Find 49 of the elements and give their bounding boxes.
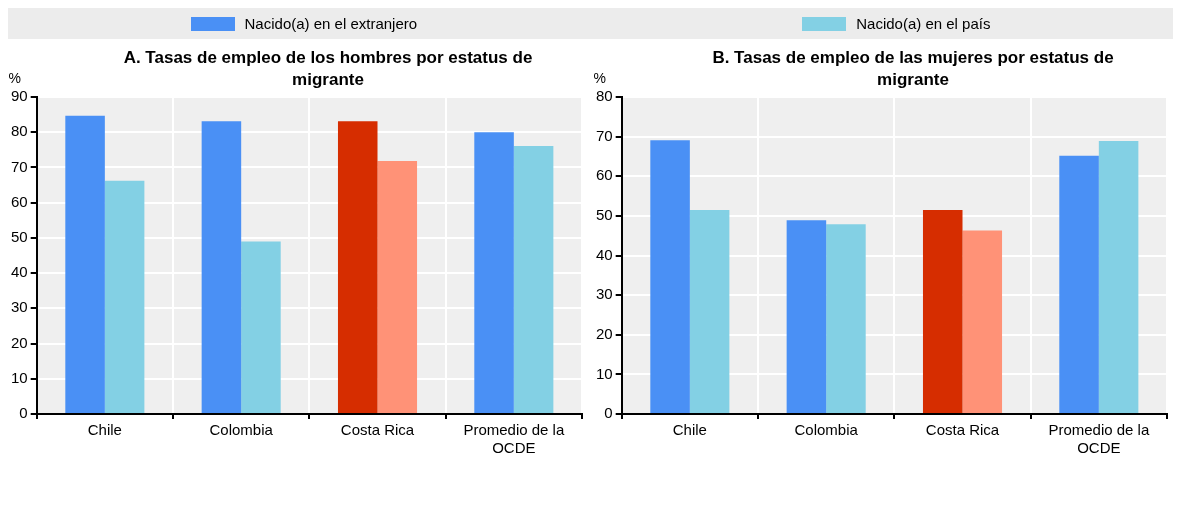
y-tick-label: 50 — [596, 206, 613, 224]
y-tick-label: 90 — [11, 87, 28, 105]
legend-label: Nacido(a) en el país — [856, 15, 991, 32]
y-tick-label: 0 — [604, 404, 613, 422]
bar — [922, 209, 963, 413]
y-axis-title: % — [593, 70, 606, 86]
x-tick-label: Colombia — [209, 421, 274, 439]
bar — [377, 161, 418, 413]
y-tick-label: 80 — [11, 122, 28, 140]
bar — [513, 145, 554, 413]
x-tick-label: Promedio de la OCDE — [1048, 421, 1150, 457]
bar — [826, 224, 866, 413]
chart-title: A. Tasas de empleo de los hombres por estatus de migrante — [122, 47, 534, 91]
bar — [65, 115, 105, 413]
y-tick-label: 10 — [596, 364, 613, 382]
bar — [337, 121, 378, 413]
x-tick-label: Promedio de la OCDE — [463, 421, 565, 457]
y-axis-title: % — [8, 70, 21, 86]
legend-label: Nacido(a) en el extranjero — [244, 15, 418, 32]
y-tick-label: 50 — [11, 228, 28, 246]
y-tick-label: 60 — [11, 192, 28, 210]
x-tick-label: Costa Rica — [925, 421, 1000, 439]
x-tick-label: Costa Rica — [340, 421, 415, 439]
y-tick-label: 0 — [19, 404, 28, 422]
bar — [201, 121, 242, 413]
bar — [650, 140, 690, 413]
y-tick-label: 10 — [11, 368, 28, 386]
y-tick-label: 40 — [11, 263, 28, 281]
y-tick-label: 80 — [596, 87, 613, 105]
y-tick-label: 60 — [596, 166, 613, 184]
bar — [104, 180, 145, 413]
bar — [962, 230, 1003, 413]
chart-title: B. Tasas de empleo de las mujeres por estatus de migrante — [711, 47, 1115, 91]
x-tick-label: Chile — [87, 421, 122, 439]
y-tick-label: 30 — [596, 285, 613, 303]
bar — [241, 241, 281, 413]
bar — [474, 132, 514, 413]
bar — [1098, 140, 1139, 413]
y-tick-label: 30 — [11, 298, 28, 316]
x-tick-label: Colombia — [794, 421, 859, 439]
y-tick-label: 40 — [596, 245, 613, 263]
y-tick-label: 20 — [11, 333, 28, 351]
y-tick-label: 70 — [596, 126, 613, 144]
x-tick-label: Chile — [672, 421, 707, 439]
bar — [1059, 155, 1099, 413]
bar — [689, 209, 730, 413]
y-tick-label: 70 — [11, 157, 28, 175]
y-tick-label: 20 — [596, 324, 613, 342]
bar — [786, 220, 827, 413]
